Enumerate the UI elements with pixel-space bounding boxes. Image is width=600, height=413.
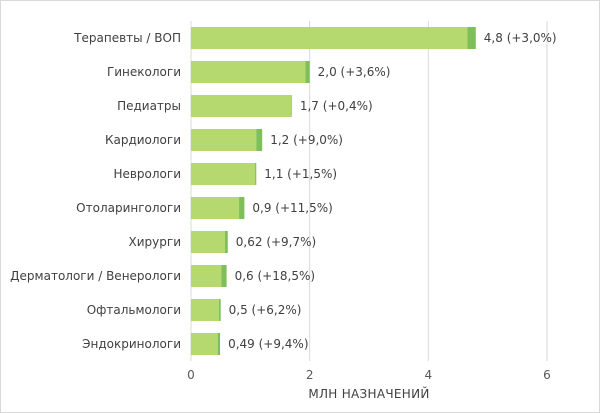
data-label: 0,6 (+18,5%) (235, 269, 315, 283)
x-tick-label: 6 (543, 368, 551, 382)
bar-base (191, 231, 225, 253)
bar-base (191, 197, 240, 219)
labels-layer: Терапевты / ВОП 4,8 (+3,0%) Гинекологи 2,0 … (10, 31, 556, 351)
data-label: 0,49 (+9,4%) (228, 337, 308, 351)
category-label: Кардиологи (105, 133, 181, 147)
bar-growth (218, 299, 221, 321)
category-label: Дерматологи / Венерологи (10, 269, 181, 283)
category-label: Хирурги (129, 235, 181, 249)
bar-growth (291, 95, 292, 117)
bar-growth (256, 129, 263, 151)
bar-growth (239, 197, 245, 219)
x-axis-ticks: 0 2 4 6 (187, 368, 551, 382)
category-label: Неврологи (113, 167, 181, 181)
category-label: Офтальмологи (87, 303, 181, 317)
bar-base (191, 95, 292, 117)
bar-base (191, 129, 257, 151)
x-axis-title: МЛН НАЗНАЧЕНИЙ (308, 386, 429, 401)
bar-growth (467, 27, 476, 49)
bar-growth (217, 333, 221, 355)
data-label: 4,8 (+3,0%) (484, 31, 557, 45)
data-label: 2,0 (+3,6%) (318, 65, 391, 79)
bar-base (191, 299, 219, 321)
bar-base (191, 27, 468, 49)
category-label: Эндокринологи (82, 337, 181, 351)
bar-base (191, 265, 222, 287)
category-label: Педиатры (117, 99, 181, 113)
data-label: 1,7 (+0,4%) (300, 99, 373, 113)
data-label: 0,9 (+11,5%) (252, 201, 332, 215)
data-label: 1,1 (+1,5%) (264, 167, 337, 181)
category-label: Терапевты / ВОП (73, 31, 181, 45)
data-label: 1,2 (+9,0%) (270, 133, 343, 147)
bar-base (191, 163, 256, 185)
bar-growth (221, 265, 227, 287)
bar-growth (255, 163, 257, 185)
bars-layer (191, 27, 476, 355)
x-tick-label: 2 (306, 368, 314, 382)
data-label: 0,5 (+6,2%) (229, 303, 302, 317)
category-label: Гинекологи (107, 65, 181, 79)
bar-growth (224, 231, 228, 253)
x-tick-label: 4 (425, 368, 433, 382)
bar-base (191, 333, 218, 355)
bar-base (191, 61, 306, 83)
data-label: 0,62 (+9,7%) (236, 235, 316, 249)
bar-growth (305, 61, 310, 83)
category-label: Отоларингологи (76, 201, 181, 215)
x-tick-label: 0 (187, 368, 195, 382)
